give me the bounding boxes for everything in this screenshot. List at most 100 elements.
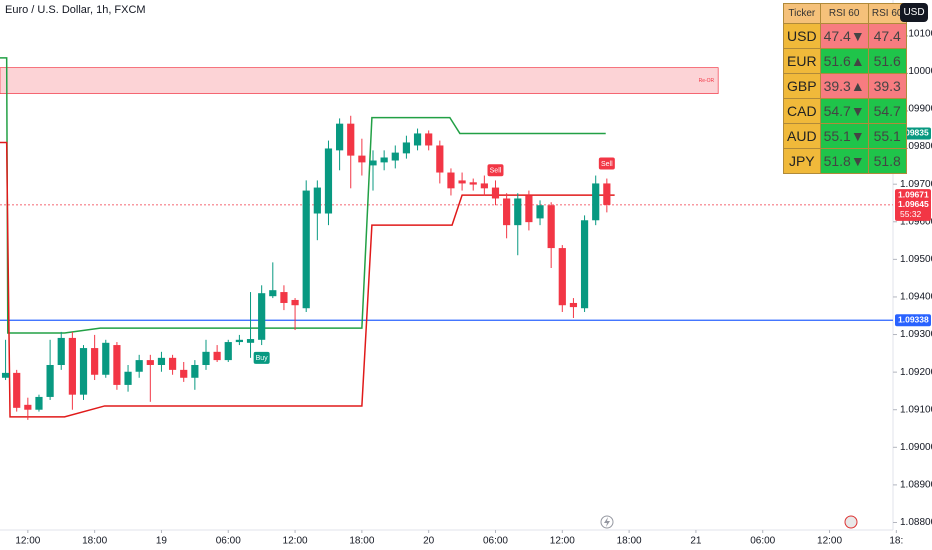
- price-label: 1.09835: [898, 128, 929, 138]
- candle-body: [246, 339, 255, 343]
- price-label-box: [895, 314, 931, 327]
- countdown: 55:32: [900, 209, 922, 219]
- table-cell: AUD: [783, 123, 821, 149]
- candle-body: [202, 351, 210, 365]
- table-cell: 55.1: [867, 123, 907, 149]
- x-tick-label: 18:00: [617, 536, 642, 547]
- candle-body: [369, 160, 377, 166]
- table-row: JPY 51.8▼ 51.8: [783, 148, 907, 174]
- table-cell: 39.3▲: [819, 73, 869, 99]
- table-cell: RSI 60: [819, 3, 869, 24]
- candle-body: [503, 198, 511, 226]
- signal-badge: [253, 351, 270, 364]
- candle-body: [91, 348, 99, 375]
- signal-label: Sell: [601, 161, 613, 168]
- candle-body: [68, 337, 76, 395]
- candle-body: [168, 357, 177, 370]
- candle-body: [291, 299, 299, 306]
- candle-body: [135, 360, 143, 372]
- candle-body: [447, 172, 455, 189]
- y-tick-label: 1.09400: [900, 292, 932, 303]
- candle-body: [313, 187, 321, 214]
- y-tick-label: 1.09800: [900, 141, 932, 152]
- candle-body: [491, 187, 500, 199]
- y-tick-label: 1.08900: [900, 480, 932, 491]
- price-label: 1.09671: [898, 189, 929, 199]
- price-label: 1.09645: [898, 199, 929, 209]
- candle-body: [592, 183, 600, 221]
- candle-body: [102, 342, 110, 375]
- table-cell: 51.8▼: [819, 148, 869, 174]
- y-tick-label: 1.09100: [900, 404, 932, 415]
- x-tick-label: 20: [423, 536, 435, 547]
- x-tick-label: 19: [156, 536, 168, 547]
- candle-body: [547, 205, 555, 249]
- candle-body: [480, 183, 488, 189]
- signal-badge: [487, 164, 504, 177]
- candle-body: [213, 351, 221, 361]
- candle-body: [436, 145, 444, 173]
- y-tick-label: 1.10100: [900, 28, 932, 39]
- candle-body: [514, 198, 522, 226]
- candle-body: [391, 152, 399, 161]
- candle-body: [124, 371, 132, 385]
- zone: [0, 67, 719, 94]
- price-label-box: [895, 198, 931, 221]
- table-row: CAD 54.7▼ 54.7: [783, 98, 907, 124]
- y-tick-label: 1.09600: [900, 216, 932, 227]
- x-tick-label: 06:00: [216, 536, 241, 547]
- zone-label: Re-OR: [699, 78, 715, 84]
- y-tick-label: 1.08800: [900, 517, 932, 528]
- candle-body: [536, 205, 544, 219]
- candle-body: [258, 293, 266, 340]
- plot-area: [0, 57, 893, 420]
- flag-icon[interactable]: [844, 515, 858, 529]
- candle-body: [180, 369, 188, 378]
- candle-body: [402, 142, 411, 154]
- candle-body: [235, 339, 243, 343]
- candle-body: [113, 345, 121, 385]
- candle-body: [525, 195, 533, 223]
- candle-body: [191, 364, 199, 378]
- candle-body: [458, 180, 466, 184]
- candle-body: [13, 372, 21, 408]
- table-row: Ticker RSI 60 RSI 60: [783, 3, 907, 24]
- candle-body: [46, 364, 54, 397]
- table-cell: 54.7: [867, 98, 907, 124]
- candle-body: [24, 404, 32, 410]
- candle-body: [146, 360, 154, 365]
- table-cell: 47.4▼: [819, 23, 869, 49]
- candle-body: [157, 357, 166, 365]
- table-cell: 55.1▼: [819, 123, 869, 149]
- candle-body: [413, 133, 422, 146]
- lightning-glyph: [604, 517, 610, 527]
- candle-body: [269, 290, 277, 297]
- table-cell: RSI 60: [867, 3, 907, 24]
- y-tick-label: 1.09300: [900, 329, 932, 340]
- candle-body: [57, 337, 65, 365]
- table-cell: JPY: [783, 148, 821, 174]
- candle-body: [469, 182, 477, 185]
- candle-body: [79, 348, 88, 395]
- candle-body: [336, 123, 344, 151]
- x-tick-label: 21: [690, 536, 702, 547]
- candle-body: [603, 183, 611, 205]
- candle-body: [35, 396, 43, 410]
- chart-title: Euro / U.S. Dollar, 1h, FXCM: [5, 4, 146, 16]
- y-tick-label: 1.09700: [900, 179, 932, 190]
- signal-badge: [598, 157, 615, 170]
- candle-body: [580, 220, 589, 309]
- currency-button[interactable]: USD: [900, 3, 928, 22]
- x-tick-label: 06:00: [750, 536, 775, 547]
- candle-body: [347, 123, 355, 156]
- candle-body: [1, 372, 10, 378]
- candle-body: [280, 292, 288, 303]
- candle-body: [380, 157, 388, 163]
- table-cell: 39.3: [867, 73, 907, 99]
- band-line: [0, 141, 615, 418]
- table-cell: 51.6: [867, 48, 907, 74]
- signal-label: Sell: [490, 168, 502, 175]
- table-row: EUR 51.6▲ 51.6: [783, 48, 907, 74]
- y-tick-label: 1.09500: [900, 254, 932, 265]
